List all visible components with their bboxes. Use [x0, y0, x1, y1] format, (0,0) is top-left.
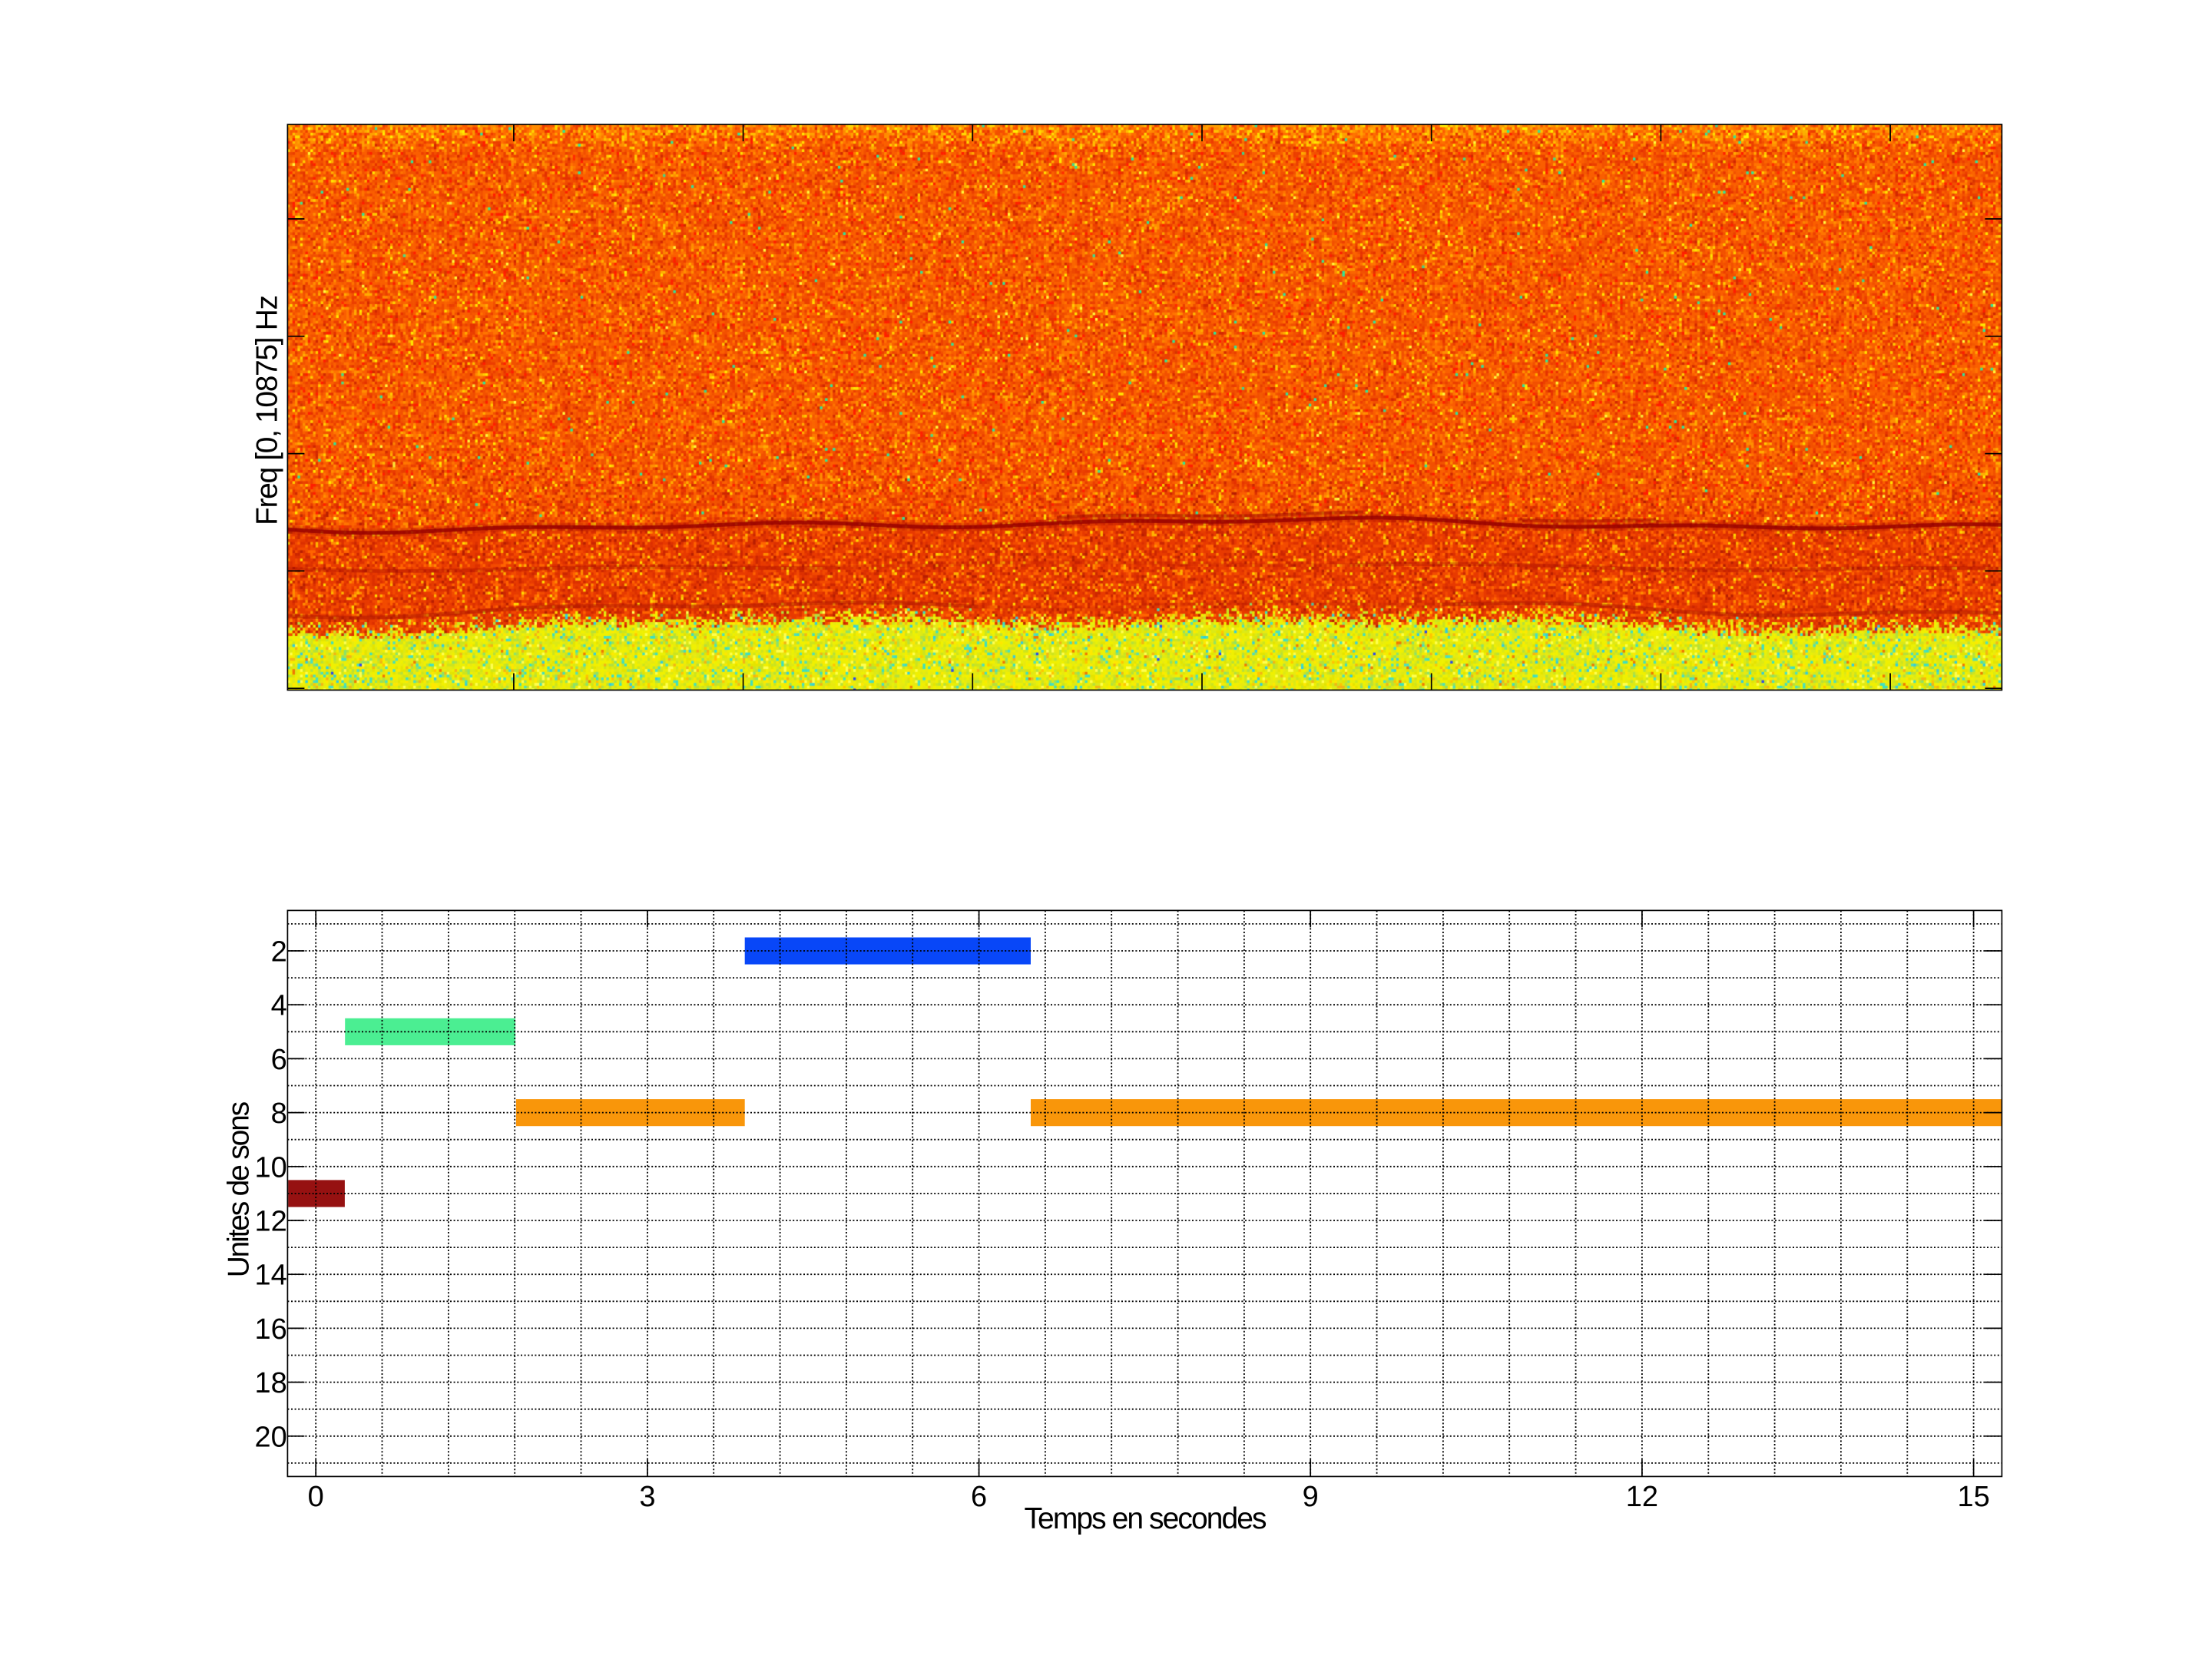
svg-text:12: 12	[255, 1206, 287, 1238]
svg-text:Freq [0, 10875] Hz: Freq [0, 10875] Hz	[251, 295, 284, 525]
svg-text:12: 12	[1626, 1481, 1658, 1513]
svg-text:2: 2	[271, 936, 287, 969]
svg-text:15: 15	[1957, 1481, 1989, 1513]
svg-text:8: 8	[271, 1098, 287, 1130]
svg-text:Unites de sons: Unites de sons	[223, 1101, 256, 1277]
svg-text:6: 6	[271, 1044, 287, 1076]
svg-text:18: 18	[255, 1367, 287, 1399]
svg-text:16: 16	[255, 1313, 287, 1346]
svg-text:10: 10	[255, 1151, 287, 1184]
svg-text:Temps en secondes: Temps en secondes	[1025, 1502, 1267, 1535]
svg-text:6: 6	[971, 1481, 987, 1513]
svg-text:4: 4	[271, 990, 287, 1022]
svg-text:9: 9	[1303, 1481, 1319, 1513]
svg-text:3: 3	[639, 1481, 655, 1513]
svg-text:20: 20	[255, 1421, 287, 1453]
svg-text:0: 0	[308, 1481, 324, 1513]
svg-text:14: 14	[255, 1260, 287, 1292]
